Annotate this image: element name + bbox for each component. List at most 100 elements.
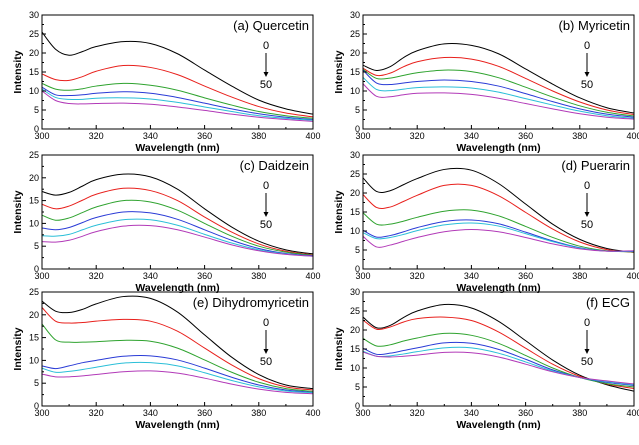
x-tick-label: 400	[626, 271, 639, 281]
arrow-head	[263, 349, 269, 354]
y-tick-label: 30	[29, 10, 39, 20]
x-tick-label: 300	[355, 271, 370, 281]
arrow-start-label: 0	[263, 180, 269, 192]
arrow-end-label: 50	[260, 79, 272, 91]
series-line	[41, 355, 314, 393]
x-tick-label: 360	[197, 271, 212, 281]
panel-title: (b) Myricetin	[558, 18, 630, 33]
y-tick-label: 5	[34, 378, 39, 388]
series-line	[362, 68, 635, 117]
x-tick-label: 340	[464, 131, 479, 141]
y-tick-label: 5	[34, 241, 39, 251]
arrow-start-label: 0	[584, 317, 590, 329]
series-line	[41, 370, 314, 395]
series-line	[362, 222, 635, 252]
x-tick-label: 380	[251, 408, 266, 418]
y-tick-label: 5	[355, 105, 360, 115]
y-axis-title: Intensity	[12, 190, 24, 233]
x-tick-label: 320	[89, 271, 104, 281]
x-tick-label: 300	[355, 131, 370, 141]
series-line	[362, 228, 635, 252]
x-tick-label: 360	[197, 408, 212, 418]
x-tick-label: 380	[572, 408, 587, 418]
series-line	[41, 361, 314, 394]
y-tick-label: 15	[29, 333, 39, 343]
x-tick-label: 380	[251, 271, 266, 281]
y-tick-label: 25	[350, 29, 360, 39]
x-tick-label: 300	[34, 131, 49, 141]
series-line	[41, 211, 314, 257]
y-tick-label: 20	[29, 310, 39, 320]
series-line	[362, 351, 635, 385]
arrow-head	[584, 72, 590, 77]
chart-panel-4: 300320340360380400051015202530Wavelength…	[333, 150, 639, 294]
y-tick-label: 10	[29, 218, 39, 228]
y-tick-label: 0	[34, 264, 39, 274]
arrow-start-label: 0	[263, 317, 269, 329]
y-tick-label: 25	[350, 169, 360, 179]
y-axis-title: Intensity	[333, 327, 345, 370]
chart-panel-5: 300 320 340 360 380 400 0 5 10 15 20 25 Wavelength (…	[12, 287, 321, 431]
x-tick-label: 340	[143, 131, 158, 141]
x-tick-label: 360	[518, 271, 533, 281]
x-tick-label: 380	[572, 131, 587, 141]
y-tick-label: 10	[350, 363, 360, 373]
x-tick-label: 400	[626, 408, 639, 418]
series-line	[41, 218, 314, 257]
series-line	[362, 69, 635, 118]
panel-title: (e) Dihydromyricetin	[193, 295, 309, 310]
x-axis-title: Wavelength (nm)	[135, 282, 219, 294]
x-tick-label: 300	[34, 271, 49, 281]
x-tick-label: 360	[518, 131, 533, 141]
arrow-end-label: 50	[581, 356, 593, 368]
series-line	[41, 173, 314, 255]
series-line	[362, 316, 635, 390]
x-tick-label: 300	[355, 408, 370, 418]
y-tick-label: 25	[29, 287, 39, 297]
y-tick-label: 0	[355, 124, 360, 134]
y-tick-label: 25	[350, 306, 360, 316]
series-line	[41, 88, 314, 121]
y-tick-label: 15	[350, 67, 360, 77]
y-tick-label: 25	[29, 29, 39, 39]
series-line	[41, 307, 314, 391]
y-tick-label: 25	[29, 150, 39, 160]
x-axis-title: Wavelength (nm)	[135, 419, 219, 431]
y-tick-label: 15	[29, 67, 39, 77]
arrow-start-label: 0	[584, 40, 590, 52]
y-tick-label: 0	[355, 264, 360, 274]
y-tick-label: 10	[350, 86, 360, 96]
y-tick-label: 15	[29, 196, 39, 206]
series-line	[41, 82, 314, 119]
chart-panel-2: 300 320 340 360 380 400 0 5 10 15 20 25 30 Wavelength…	[333, 10, 639, 154]
series-line	[362, 43, 635, 114]
series-line	[362, 183, 635, 253]
y-tick-label: 0	[34, 124, 39, 134]
x-tick-label: 380	[251, 131, 266, 141]
chart-panel-1: 300 320 340 360 380 400 0 5 10 15 20 25 30 Wavelength…	[12, 10, 321, 154]
y-tick-label: 30	[350, 287, 360, 297]
y-tick-label: 20	[29, 48, 39, 58]
series-line	[362, 303, 635, 392]
arrow-start-label: 0	[263, 40, 269, 52]
y-tick-label: 30	[350, 10, 360, 20]
arrow-end-label: 50	[581, 219, 593, 231]
y-axis-title: Intensity	[333, 190, 345, 233]
series-line	[362, 76, 635, 119]
x-tick-label: 320	[89, 408, 104, 418]
x-tick-label: 400	[626, 131, 639, 141]
x-tick-label: 320	[410, 408, 425, 418]
y-tick-label: 20	[350, 325, 360, 335]
series-line	[41, 199, 314, 256]
series-line	[362, 167, 635, 253]
series-line	[41, 187, 314, 256]
series-line	[362, 56, 635, 116]
arrow-end-label: 50	[260, 219, 272, 231]
panel-title: (a) Quercetin	[233, 18, 309, 33]
y-axis-title: Intensity	[333, 50, 345, 93]
y-tick-label: 15	[350, 344, 360, 354]
chart-panel-3: 300 320 340 360 380 400 0 5 10 15 20 25 Wavelength (…	[12, 150, 321, 294]
series-line	[362, 209, 635, 253]
x-axis-title: Wavelength (nm)	[456, 142, 540, 154]
x-tick-label: 400	[305, 271, 320, 281]
